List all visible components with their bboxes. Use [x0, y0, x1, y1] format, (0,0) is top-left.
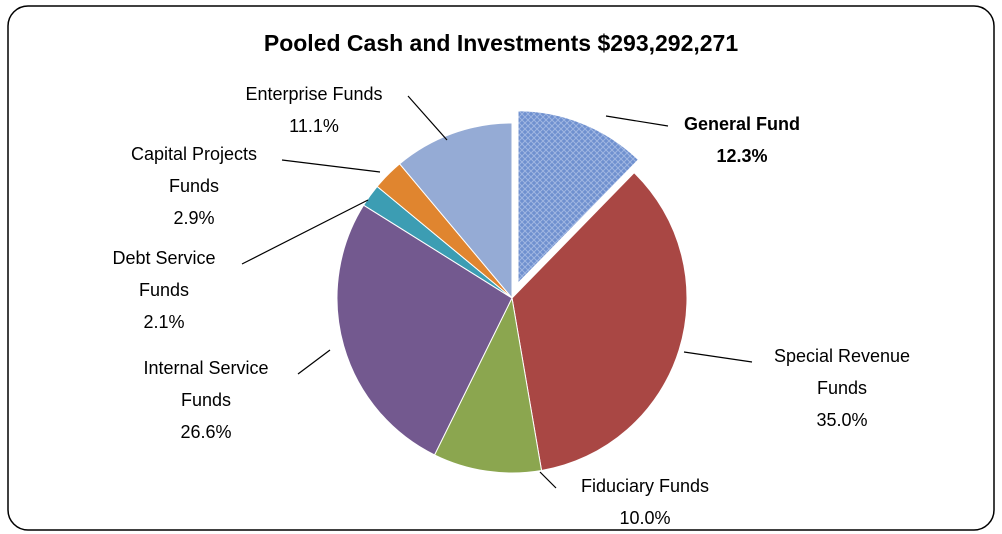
data-label: Capital Projects Funds 2.9%	[109, 138, 279, 234]
chart-title: Pooled Cash and Investments $293,292,271	[263, 30, 739, 56]
value-label: 10.0%	[619, 508, 671, 528]
leader-line	[407, 95, 448, 141]
value-label: 26.6%	[180, 422, 232, 442]
value-label: 35.0%	[816, 410, 868, 430]
data-label: Fiduciary Funds 10.0%	[545, 470, 745, 534]
data-label: Debt Service Funds 2.1%	[94, 242, 234, 338]
category-name: Enterprise Funds	[245, 84, 383, 104]
leader-line	[297, 349, 331, 375]
data-label: General Fund 12.3%	[642, 108, 842, 172]
data-label: Internal Service Funds 26.6%	[121, 352, 291, 448]
category-name: Fiduciary Funds	[580, 476, 710, 496]
leader-line	[683, 351, 753, 363]
category-name: Debt Service Funds	[112, 248, 216, 300]
leader-line	[605, 115, 669, 127]
category-name: Capital Projects Funds	[130, 144, 258, 196]
value-label: 12.3%	[716, 146, 768, 166]
pie-slice	[516, 108, 642, 289]
data-label: Enterprise Funds 11.1%	[204, 78, 424, 142]
pie-slice	[398, 122, 513, 300]
pie-slice	[511, 172, 688, 472]
category-name: General Fund	[683, 114, 800, 134]
category-name: Internal Service Funds	[143, 358, 269, 410]
pie-slice	[336, 204, 513, 456]
value-label: 2.9%	[173, 208, 215, 228]
data-label: Special Revenue Funds 35.0%	[752, 340, 932, 436]
pie-slice	[433, 296, 543, 474]
value-label: 2.1%	[143, 312, 185, 332]
leader-line	[241, 199, 369, 265]
leader-line	[281, 159, 381, 173]
category-name: Special Revenue Funds	[773, 346, 911, 398]
value-label: 11.1%	[289, 116, 339, 136]
leader-line	[539, 471, 557, 489]
